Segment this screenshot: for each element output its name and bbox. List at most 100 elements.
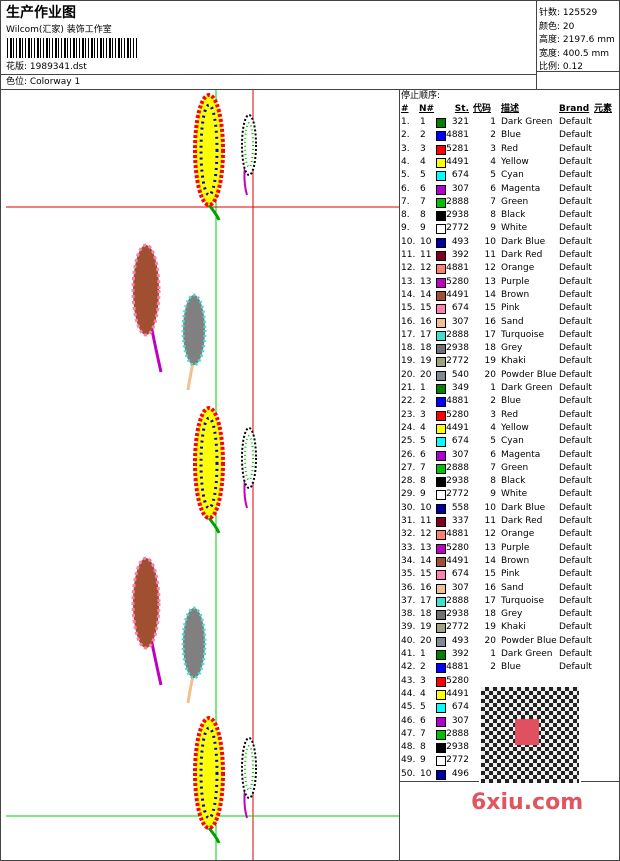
row-index: 17.	[401, 329, 416, 340]
row-index: 34.	[401, 555, 416, 566]
brand: Default	[559, 183, 592, 194]
row-index: 20.	[401, 369, 416, 380]
column-header: 描述	[501, 104, 520, 114]
code: 1	[490, 117, 496, 127]
row-index: 29.	[401, 489, 416, 500]
stitches: 337	[451, 516, 469, 526]
row-index: 41.	[401, 649, 416, 659]
stitches: 4491	[446, 555, 469, 566]
stitches: 4881	[446, 130, 469, 141]
needle: 1	[420, 117, 426, 127]
code: 2	[490, 396, 496, 407]
description: Green	[501, 196, 529, 207]
description: White	[501, 489, 528, 500]
row-index: 16.	[401, 316, 416, 327]
needle: 5	[420, 436, 426, 447]
code: 2	[490, 662, 496, 673]
needle: 15	[420, 303, 432, 314]
row-index: 37.	[401, 595, 416, 606]
code: 6	[490, 183, 496, 194]
code: 12	[484, 529, 496, 540]
title: 生产作业图	[6, 5, 76, 21]
needle: 10	[420, 236, 432, 247]
color-swatch	[436, 237, 446, 248]
needle: 5	[420, 702, 426, 713]
stitches: 674	[451, 569, 469, 580]
needle: 13	[420, 542, 432, 553]
color-swatch	[436, 251, 446, 261]
stitches: 2888	[446, 728, 469, 739]
row-index: 18.	[401, 343, 416, 354]
stitches: 2938	[446, 343, 469, 354]
description: Yellow	[501, 422, 529, 433]
code: 13	[484, 276, 496, 287]
divider	[399, 89, 400, 860]
brand: Default	[559, 263, 592, 274]
stat: 高度: 2197.6 mm	[539, 35, 615, 45]
needle: 6	[420, 715, 426, 726]
brand: Default	[559, 356, 592, 367]
code: 19	[484, 356, 496, 367]
row-index: 13.	[401, 276, 416, 287]
brand: Default	[559, 502, 592, 513]
needle: 2	[420, 130, 426, 141]
needle: 3	[420, 143, 426, 154]
color-swatch	[436, 357, 446, 368]
brand: Default	[559, 369, 592, 380]
brand: Default	[559, 489, 592, 500]
brand: Default	[559, 143, 592, 154]
needle: 20	[420, 635, 432, 646]
row-index: 12.	[401, 263, 416, 274]
needle: 19	[420, 356, 432, 367]
color-swatch	[436, 224, 446, 235]
brand: Default	[559, 582, 592, 593]
row-index: 42.	[401, 662, 416, 673]
brand: Default	[559, 635, 592, 646]
brand: Default	[559, 595, 592, 606]
divider	[1, 74, 536, 75]
stitches: 493	[451, 635, 469, 646]
needle: 6	[420, 449, 426, 460]
stitches: 4881	[446, 529, 469, 540]
description: Magenta	[501, 449, 541, 460]
needle: 9	[420, 489, 426, 500]
description: Powder Blue	[501, 369, 557, 380]
needle: 1	[420, 383, 426, 393]
stitches: 5280	[446, 542, 469, 553]
brand: Default	[559, 476, 592, 487]
color-swatch	[436, 530, 446, 541]
color-swatch	[436, 729, 446, 740]
stitches: 307	[451, 582, 469, 593]
stitches: 307	[451, 183, 469, 194]
description: Cyan	[501, 170, 524, 181]
brand: Default	[559, 649, 592, 659]
stitches: 307	[451, 715, 469, 726]
brand: Default	[559, 316, 592, 327]
stitches: 5280	[446, 675, 469, 686]
description: Purple	[501, 542, 530, 553]
description: Dark Green	[501, 383, 553, 393]
code: 20	[484, 369, 496, 380]
description: Pink	[501, 303, 520, 314]
row-index: 15.	[401, 303, 416, 314]
row-index: 38.	[401, 609, 416, 620]
needle: 18	[420, 343, 432, 354]
code: 12	[484, 263, 496, 274]
brand: Default	[559, 156, 592, 167]
stat: 针数: 125529	[539, 8, 598, 18]
color-swatch	[436, 490, 446, 501]
color-swatch	[436, 583, 446, 594]
description: Grey	[501, 609, 523, 620]
brand: Default	[559, 569, 592, 580]
stitches: 321	[451, 117, 469, 127]
brand: Default	[559, 289, 592, 300]
row-index: 10.	[401, 236, 416, 247]
stitches: 496	[451, 768, 469, 779]
stitches: 307	[451, 316, 469, 327]
code: 16	[484, 316, 496, 327]
watermark: 6xiu.com	[471, 790, 584, 815]
needle: 14	[420, 289, 432, 300]
needle: 10	[420, 768, 432, 779]
needle: 7	[420, 462, 426, 473]
color-swatch	[436, 450, 446, 461]
